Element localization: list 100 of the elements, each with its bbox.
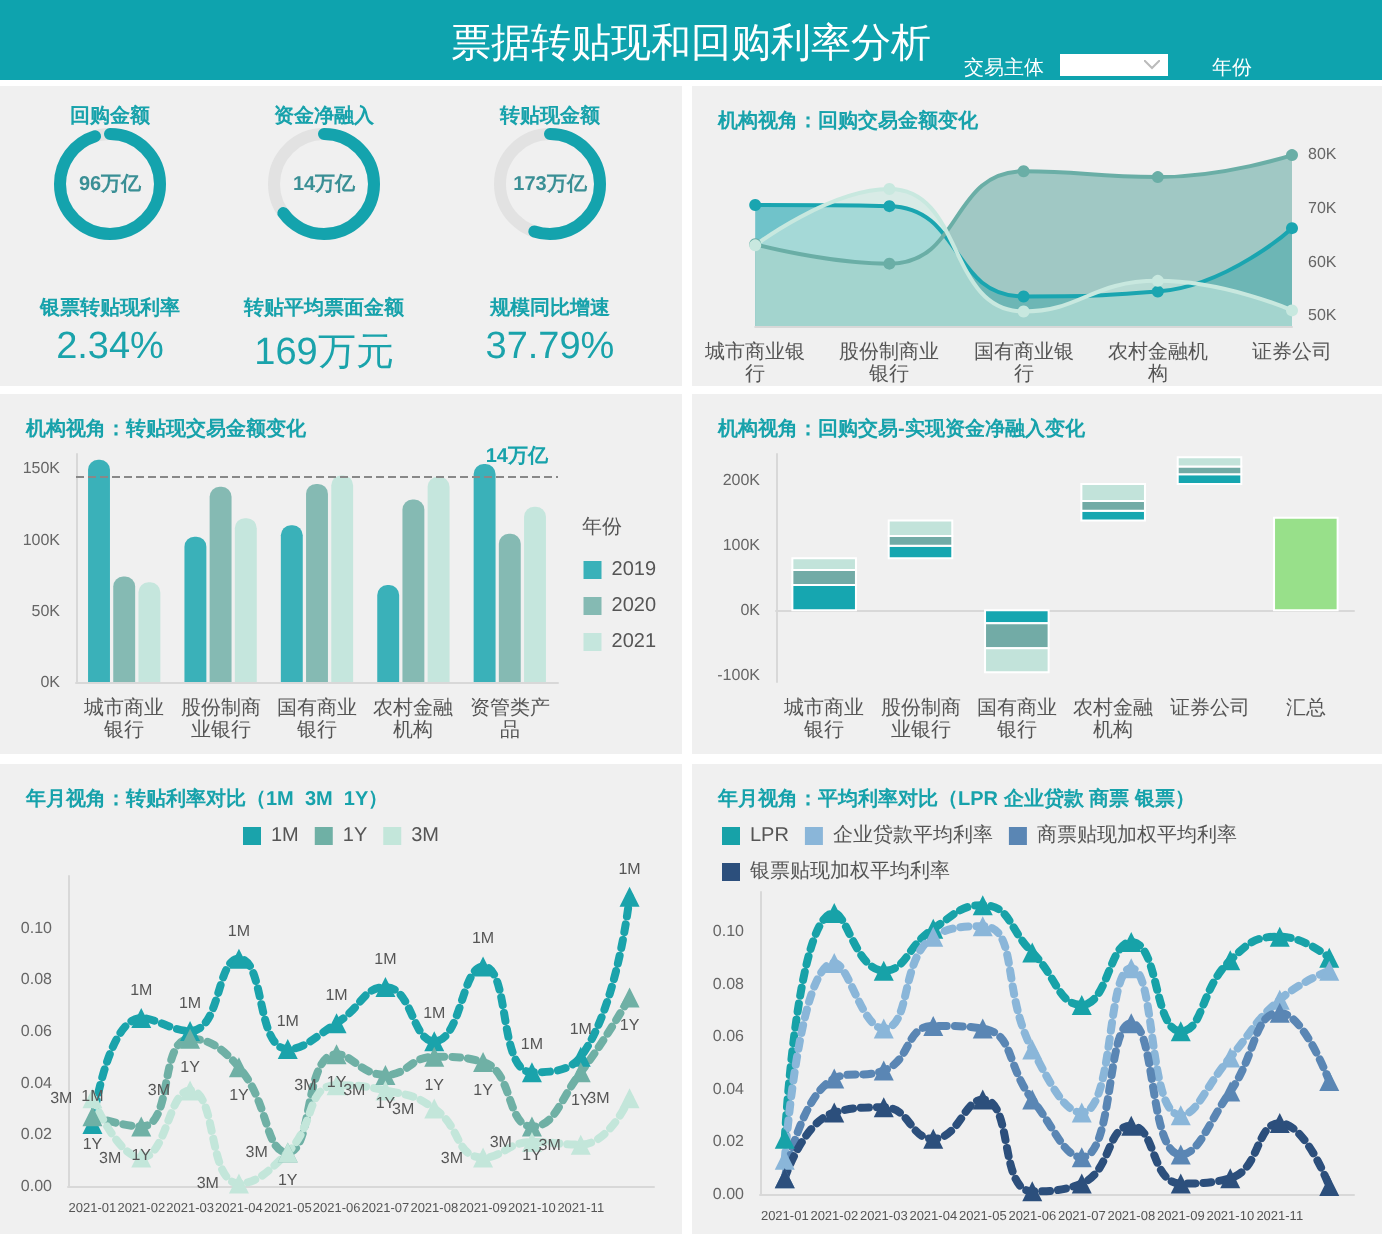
- point: [1022, 1089, 1043, 1110]
- bar: [498, 533, 521, 682]
- point: [375, 1064, 396, 1085]
- point: [923, 1015, 944, 1036]
- text: 3M: [50, 1089, 73, 1108]
- point: [1022, 942, 1043, 963]
- x-tick-label: 城市商业银行: [703, 340, 806, 386]
- text: 1M: [276, 1012, 299, 1031]
- chart-title: 年月视角：转贴利率对比（1M 3M 1Y）: [24, 787, 389, 811]
- chart-title: 年月视角：平均利率对比（LPR 企业贷款 商票 银票）: [716, 787, 1195, 811]
- x-tick-label: 国有商业银行: [277, 696, 357, 742]
- point: [82, 1106, 103, 1127]
- chart-title: 机构视角：回购交易金额变化: [716, 109, 980, 133]
- point: [1121, 931, 1142, 952]
- text: 1M: [374, 950, 397, 969]
- bar: [524, 506, 546, 682]
- text: 3M: [245, 1143, 268, 1162]
- point: [473, 1147, 494, 1168]
- bar: [88, 459, 110, 682]
- text: 银票转贴现利率: [37, 294, 182, 322]
- point: [424, 1098, 445, 1119]
- x-tick-label: 证券公司: [1252, 340, 1332, 364]
- point: [1269, 1002, 1290, 1023]
- bar: [377, 585, 400, 682]
- point: [570, 1134, 591, 1155]
- y-tick-label: 50K: [31, 601, 62, 620]
- point: [824, 1102, 845, 1123]
- point: [277, 1039, 298, 1060]
- point: [873, 1060, 894, 1081]
- point: [1220, 1168, 1241, 1189]
- text: 1Y: [375, 1093, 396, 1112]
- point: [1071, 1102, 1092, 1123]
- chart-title: 机构视角：转贴现交易金额变化: [24, 417, 308, 441]
- text: 1Y: [229, 1086, 249, 1105]
- bar: [209, 486, 232, 682]
- text: 回购金额: [68, 102, 152, 130]
- point: [619, 987, 640, 1008]
- y-tick-label: 50K: [1308, 306, 1338, 325]
- y-tick-label: 0.08: [712, 974, 746, 993]
- legend-label: 2019: [611, 559, 657, 581]
- text: 票据转贴现和回购利率分析: [451, 22, 931, 66]
- x-tick-label: 汇总: [1285, 696, 1326, 720]
- point: [1151, 171, 1164, 184]
- point: [883, 257, 896, 270]
- point: [1269, 926, 1290, 947]
- bar: [1273, 516, 1339, 612]
- x-tick-label: 资管类产品: [469, 696, 550, 742]
- bar: [427, 476, 450, 682]
- text: 1M: [325, 986, 348, 1005]
- x-tick-label: 城市商业银行: [782, 696, 865, 742]
- text: 1Y: [326, 1073, 347, 1092]
- bar: [473, 463, 496, 682]
- point: [521, 1116, 542, 1137]
- y-tick-label: 200K: [722, 471, 762, 490]
- point: [1286, 222, 1298, 235]
- point: [873, 1018, 894, 1039]
- point: [873, 1097, 894, 1118]
- bar: [184, 536, 207, 682]
- point: [1170, 1021, 1191, 1042]
- point: [619, 886, 640, 907]
- text: 1M: [569, 1019, 592, 1038]
- bar: [331, 475, 354, 682]
- point: [1286, 304, 1298, 317]
- x-tick-label: 证券公司: [1169, 696, 1250, 720]
- y-tick-label: 0K: [40, 673, 62, 691]
- text: 3M: [99, 1148, 122, 1167]
- y-tick-label: 0.02: [712, 1132, 746, 1151]
- point: [1220, 1081, 1241, 1102]
- text: 1Y: [619, 1016, 640, 1035]
- point: [180, 1080, 201, 1101]
- bar: [234, 518, 257, 682]
- text: 资金净融入: [272, 103, 376, 130]
- text: 转贴现金额: [497, 102, 602, 130]
- point: [1319, 1071, 1340, 1092]
- text: 2.34%: [54, 326, 166, 370]
- point: [749, 199, 762, 212]
- point: [972, 1089, 993, 1110]
- point: [1151, 274, 1164, 287]
- text: 3M: [392, 1099, 415, 1118]
- text: 1M: [178, 994, 202, 1012]
- y-tick-label: 100K: [22, 530, 62, 549]
- chart-title: 机构视角：回购交易-实现资金净融入变化: [716, 417, 1087, 441]
- point: [873, 960, 894, 981]
- text: 1Y: [180, 1057, 200, 1076]
- point: [1319, 1176, 1340, 1197]
- text: 1Y: [424, 1075, 445, 1094]
- point: [131, 1116, 152, 1137]
- point: [1022, 1039, 1043, 1060]
- text: 规模同比增速: [488, 295, 612, 322]
- point: [1017, 305, 1030, 318]
- legend-label: 3M: [411, 825, 440, 847]
- text: 1M: [471, 929, 495, 948]
- x-tick-label: 国有商业银行: [976, 696, 1057, 742]
- point: [1170, 1144, 1191, 1165]
- legend-title: 年份: [582, 515, 622, 539]
- legend-label: 1Y: [342, 825, 368, 847]
- point: [1071, 1147, 1092, 1168]
- point: [473, 1052, 494, 1072]
- legend-label: 银票贴现加权平均利率: [748, 859, 950, 883]
- point: [972, 1018, 993, 1039]
